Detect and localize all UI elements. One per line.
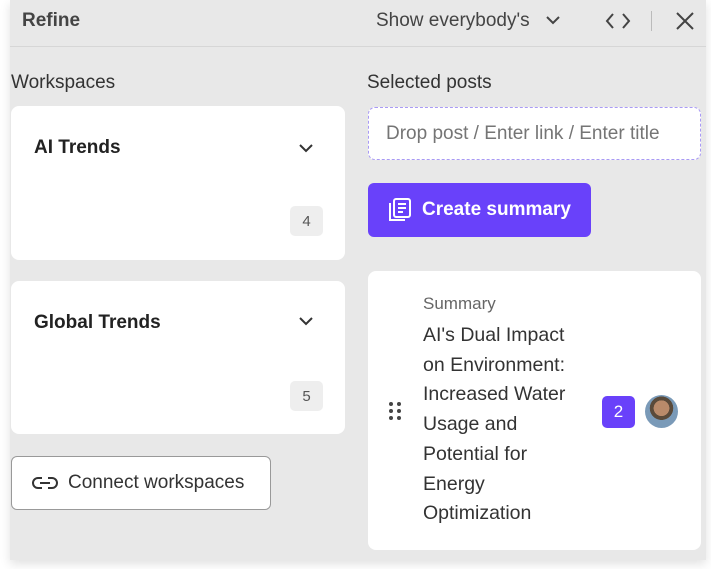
panel-title: Refine	[22, 10, 81, 31]
chevron-down-icon	[546, 16, 560, 25]
user-avatar[interactable]	[645, 395, 678, 428]
close-icon[interactable]	[675, 11, 695, 31]
workspaces-label: Workspaces	[11, 72, 116, 93]
workspace-card[interactable]: AI Trends 4	[11, 106, 345, 260]
connect-label: Connect workspaces	[68, 472, 245, 493]
post-count-badge: 4	[290, 206, 323, 236]
link-icon	[32, 477, 58, 489]
chevron-down-icon[interactable]	[298, 315, 314, 327]
chevron-down-icon[interactable]	[298, 142, 314, 154]
selected-post-card[interactable]: Summary AI's Dual Impact on Environment:…	[368, 271, 701, 550]
filter-dropdown[interactable]: Show everybody's	[376, 10, 561, 32]
divider	[651, 11, 652, 31]
header: Refine Show everybody's	[10, 0, 706, 47]
create-summary-label: Create summary	[422, 199, 571, 220]
count-badge: 2	[602, 396, 635, 428]
workspace-card[interactable]: Global Trends 5	[11, 281, 345, 434]
post-input[interactable]	[368, 107, 701, 160]
post-title: AI's Dual Impact on Environment: Increas…	[423, 324, 566, 525]
documents-icon	[389, 198, 411, 221]
code-expand-icon[interactable]	[604, 12, 632, 30]
post-type: Summary	[423, 294, 496, 313]
workspace-name: AI Trends	[34, 137, 121, 158]
refine-panel: Refine Show everybody's Workspaces AI Tr…	[10, 0, 706, 560]
filter-label: Show everybody's	[376, 10, 530, 31]
workspace-name: Global Trends	[34, 312, 161, 333]
connect-workspaces-button[interactable]: Connect workspaces	[11, 456, 271, 510]
drag-handle-icon[interactable]	[388, 401, 402, 421]
create-summary-button[interactable]: Create summary	[368, 183, 591, 237]
post-count-badge: 5	[290, 381, 323, 411]
selected-posts-label: Selected posts	[367, 72, 492, 93]
